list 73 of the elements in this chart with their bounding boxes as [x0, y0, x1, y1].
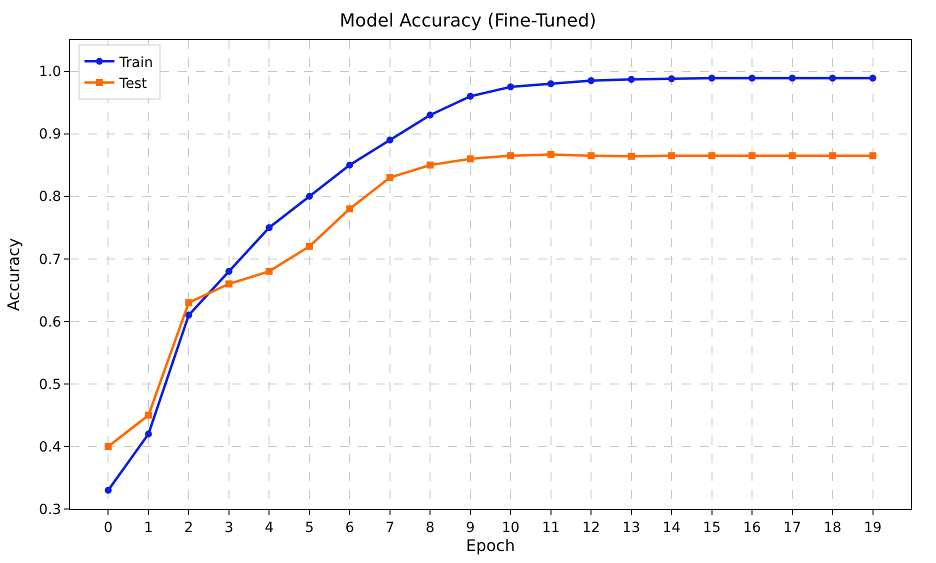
point — [426, 162, 434, 169]
x-tick-label: 19 — [864, 520, 882, 536]
point — [869, 152, 876, 160]
x-tick-label: 17 — [783, 520, 802, 536]
x-tick-label: 4 — [264, 520, 274, 536]
point — [668, 152, 676, 160]
y-tick-label: 0.9 — [38, 126, 62, 143]
point — [144, 412, 152, 419]
point — [668, 75, 676, 82]
y-tick-label: 1.0 — [38, 64, 62, 80]
y-tick-label: 0.6 — [38, 314, 62, 330]
point — [547, 80, 554, 88]
x-tick-label: 5 — [304, 520, 314, 536]
point — [266, 268, 273, 275]
x-tick-label: 18 — [824, 520, 842, 536]
x-tick-label: 9 — [466, 520, 475, 536]
point — [386, 136, 394, 144]
x-tick-label: 3 — [224, 520, 234, 536]
point — [386, 174, 394, 182]
point — [788, 74, 796, 82]
x-tick-label: 16 — [743, 520, 762, 536]
point — [507, 83, 514, 90]
point — [346, 162, 354, 169]
x-tick-label: 7 — [385, 520, 394, 536]
point — [104, 486, 112, 494]
y-tick-label: 0.4 — [38, 439, 62, 456]
point — [708, 74, 716, 82]
legend-label: Test — [118, 76, 148, 92]
y-tick-label: 0.3 — [38, 502, 62, 518]
point — [588, 152, 595, 160]
point — [748, 74, 756, 82]
chart-title: Model Accuracy (Fine-Tuned) — [340, 10, 596, 32]
x-tick-label: 0 — [104, 520, 113, 536]
point — [628, 152, 635, 160]
x-tick-label: 8 — [426, 520, 435, 536]
x-tick-label: 1 — [144, 520, 153, 536]
x-tick-label: 2 — [184, 520, 194, 536]
point — [748, 152, 756, 160]
x-tick-label: 10 — [502, 520, 520, 536]
y-tick-label: 0.7 — [38, 252, 62, 268]
point — [628, 76, 635, 83]
point — [788, 152, 796, 160]
x-tick-label: 11 — [542, 520, 560, 536]
point — [507, 152, 514, 160]
x-tick-label: 14 — [662, 520, 681, 536]
point — [869, 74, 876, 82]
point — [829, 152, 836, 160]
point — [185, 312, 192, 319]
point — [185, 299, 192, 306]
point — [547, 150, 554, 158]
point — [346, 205, 354, 212]
point — [306, 192, 313, 200]
point — [829, 74, 836, 82]
point — [426, 112, 434, 119]
x-tick-label: 15 — [702, 520, 721, 536]
x-tick-label: 13 — [622, 520, 640, 536]
point — [225, 268, 232, 275]
y-axis-title: Accuracy — [4, 238, 23, 312]
x-tick-label: 12 — [582, 520, 600, 536]
point — [266, 224, 273, 232]
point — [225, 280, 232, 288]
x-axis-title: Epoch — [466, 536, 515, 555]
y-tick-label: 0.5 — [38, 376, 62, 393]
point — [708, 152, 716, 160]
point — [144, 430, 152, 438]
point — [104, 442, 112, 450]
legend-label: Train — [118, 54, 154, 71]
point — [306, 242, 313, 250]
point — [588, 77, 595, 84]
y-tick-label: 0.8 — [38, 189, 62, 206]
x-tick-label: 6 — [345, 520, 354, 536]
point — [466, 155, 474, 162]
point — [466, 92, 474, 100]
